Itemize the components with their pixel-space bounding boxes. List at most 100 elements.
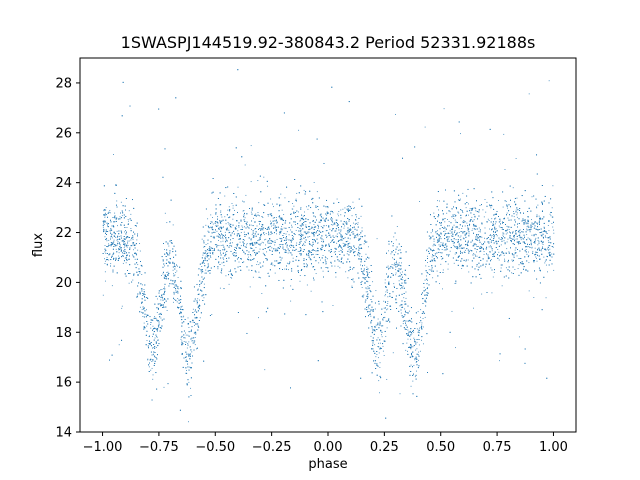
data-point bbox=[188, 341, 190, 343]
data-point bbox=[375, 290, 377, 292]
data-point bbox=[438, 241, 440, 242]
data-point bbox=[110, 263, 112, 265]
data-point bbox=[170, 242, 172, 244]
data-point bbox=[537, 248, 539, 250]
data-point bbox=[290, 229, 292, 231]
data-point bbox=[471, 229, 473, 231]
data-point bbox=[409, 330, 411, 332]
data-point bbox=[334, 265, 336, 267]
data-point bbox=[552, 226, 554, 228]
data-point bbox=[521, 231, 522, 233]
data-point bbox=[251, 234, 253, 236]
data-point bbox=[111, 285, 113, 287]
data-point bbox=[340, 214, 342, 216]
data-point bbox=[158, 326, 160, 328]
data-point bbox=[455, 347, 456, 349]
data-point bbox=[413, 364, 415, 366]
data-point bbox=[443, 249, 445, 251]
data-point bbox=[547, 240, 549, 242]
data-point bbox=[300, 237, 302, 239]
data-point bbox=[494, 226, 496, 228]
data-point bbox=[223, 258, 225, 260]
data-point bbox=[441, 258, 443, 260]
data-point bbox=[461, 228, 463, 229]
data-point bbox=[313, 239, 315, 241]
data-point bbox=[371, 327, 373, 329]
data-point bbox=[364, 277, 366, 278]
data-point bbox=[366, 266, 368, 268]
data-point bbox=[535, 233, 537, 235]
data-point bbox=[499, 238, 501, 240]
data-point bbox=[216, 221, 218, 223]
data-point bbox=[483, 249, 484, 251]
data-point bbox=[109, 209, 111, 211]
data-point bbox=[440, 244, 442, 246]
data-point bbox=[376, 364, 378, 366]
data-point bbox=[311, 233, 313, 235]
data-point bbox=[125, 230, 126, 231]
data-point bbox=[296, 192, 298, 194]
data-point bbox=[311, 232, 313, 234]
data-point bbox=[187, 343, 189, 344]
data-point bbox=[132, 255, 134, 257]
data-point bbox=[295, 229, 297, 231]
data-point bbox=[291, 213, 293, 215]
data-point bbox=[104, 258, 105, 260]
data-point bbox=[396, 260, 397, 262]
data-point bbox=[526, 229, 528, 231]
data-point bbox=[162, 259, 164, 260]
data-point bbox=[220, 221, 221, 223]
data-point bbox=[156, 336, 158, 338]
data-point bbox=[358, 240, 360, 241]
data-point bbox=[249, 286, 251, 288]
data-point bbox=[358, 255, 360, 257]
data-point bbox=[253, 244, 255, 246]
data-point bbox=[483, 253, 485, 255]
data-point bbox=[465, 207, 467, 209]
data-point bbox=[307, 251, 309, 253]
data-point bbox=[118, 249, 120, 251]
data-point bbox=[530, 241, 532, 243]
data-point bbox=[315, 226, 317, 228]
data-point bbox=[187, 421, 189, 423]
data-point bbox=[127, 244, 129, 246]
data-point bbox=[259, 248, 261, 250]
data-point bbox=[425, 265, 427, 267]
data-point bbox=[325, 257, 327, 259]
data-point bbox=[133, 242, 135, 244]
data-point bbox=[318, 262, 320, 264]
data-point bbox=[154, 316, 156, 318]
data-point bbox=[203, 297, 205, 299]
data-point bbox=[418, 354, 419, 356]
data-point bbox=[152, 325, 154, 327]
data-point bbox=[416, 328, 418, 330]
data-point bbox=[460, 133, 461, 135]
data-point bbox=[161, 325, 162, 327]
data-point bbox=[290, 241, 292, 243]
data-point bbox=[459, 236, 461, 238]
data-point bbox=[166, 222, 168, 224]
data-point bbox=[130, 239, 132, 241]
data-point bbox=[116, 239, 118, 241]
data-point bbox=[215, 224, 217, 226]
data-point bbox=[508, 251, 510, 253]
data-point bbox=[113, 239, 115, 241]
data-point bbox=[491, 250, 493, 252]
data-point bbox=[393, 285, 395, 287]
data-point bbox=[372, 281, 374, 283]
data-point bbox=[349, 250, 351, 252]
data-point bbox=[309, 236, 311, 237]
data-point bbox=[425, 275, 427, 277]
data-point bbox=[120, 223, 122, 225]
data-point bbox=[295, 198, 297, 200]
data-point bbox=[203, 283, 205, 285]
data-point bbox=[366, 288, 368, 290]
data-point bbox=[261, 293, 263, 294]
data-point bbox=[299, 280, 301, 282]
data-point bbox=[225, 275, 227, 277]
data-point bbox=[335, 219, 337, 221]
data-point bbox=[197, 298, 199, 300]
data-point bbox=[340, 236, 342, 238]
data-point bbox=[526, 226, 528, 228]
data-point bbox=[406, 329, 408, 330]
